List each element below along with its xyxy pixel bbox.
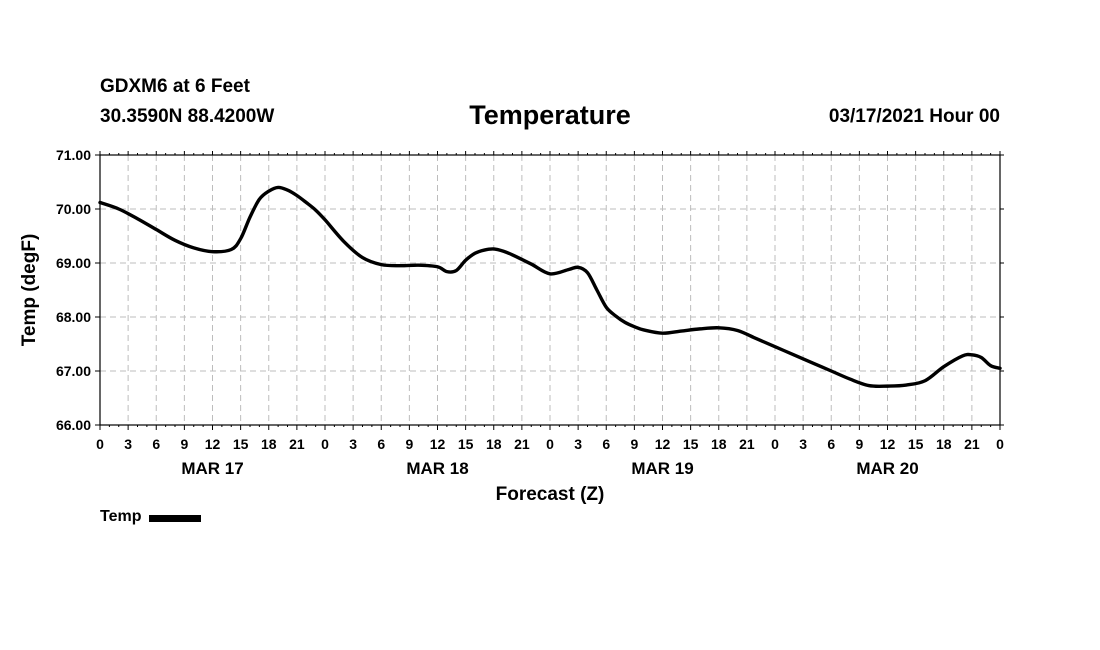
x-tick-label: 12 [430, 436, 446, 452]
y-tick-label: 70.00 [56, 201, 91, 217]
x-tick-label: 6 [377, 436, 385, 452]
coordinates-label: 30.3590N 88.4200W [100, 106, 275, 127]
x-tick-label: 0 [321, 436, 329, 452]
x-tick-label: 9 [405, 436, 413, 452]
y-tick-label: 68.00 [56, 309, 91, 325]
x-tick-label: 18 [486, 436, 502, 452]
x-tick-label: 18 [936, 436, 952, 452]
x-tick-label: 3 [124, 436, 132, 452]
x-tick-label: 0 [771, 436, 779, 452]
x-tick-label: 0 [96, 436, 104, 452]
legend-line-swatch [149, 515, 202, 522]
x-tick-label: 9 [855, 436, 863, 452]
y-tick-label: 69.00 [56, 255, 91, 271]
x-tick-label: 18 [711, 436, 727, 452]
x-tick-label: 18 [261, 436, 277, 452]
date-label: MAR 19 [631, 459, 693, 478]
date-label: MAR 17 [181, 459, 243, 478]
x-tick-label: 21 [964, 436, 980, 452]
x-tick-label: 9 [180, 436, 188, 452]
x-tick-label: 12 [880, 436, 896, 452]
date-labels: MAR 17 MAR 18 MAR 19 MAR 20 [181, 459, 918, 478]
x-tick-label: 0 [996, 436, 1004, 452]
x-tick-label: 9 [630, 436, 638, 452]
x-tick-label: 6 [152, 436, 160, 452]
series-line-temp [98, 185, 1002, 389]
axis-ticks [95, 151, 1004, 430]
chart-title: Temperature [469, 100, 631, 130]
x-tick-label: 3 [349, 436, 357, 452]
y-tick-label: 71.00 [56, 147, 91, 163]
x-tick-labels: 0 3 6 9 12 15 18 21 0 3 6 9 12 15 18 21 0 3 6 9 12 15 18 21 0 3 6 9… [96, 436, 1004, 452]
y-tick-label: 66.00 [56, 417, 91, 433]
station-label: GDXM6 at 6 Feet [100, 76, 250, 97]
x-tick-label: 0 [546, 436, 554, 452]
x-axis-label: Forecast (Z) [496, 484, 605, 505]
date-label: MAR 18 [406, 459, 468, 478]
x-tick-label: 15 [683, 436, 699, 452]
x-tick-label: 21 [289, 436, 305, 452]
legend: Temp [100, 508, 202, 526]
x-tick-label: 3 [799, 436, 807, 452]
x-tick-label: 15 [233, 436, 249, 452]
x-tick-label: 6 [827, 436, 835, 452]
date-label: MAR 20 [856, 459, 918, 478]
x-tick-label: 12 [205, 436, 221, 452]
x-tick-label: 15 [908, 436, 924, 452]
x-tick-label: 12 [655, 436, 671, 452]
x-tick-label: 15 [458, 436, 474, 452]
legend-label: Temp [100, 508, 142, 525]
y-axis-label: Temp (degF) [19, 234, 40, 347]
x-tick-label: 3 [574, 436, 582, 452]
x-tick-label: 21 [739, 436, 755, 452]
x-tick-label: 21 [514, 436, 530, 452]
x-tick-label: 6 [602, 436, 610, 452]
y-tick-label: 67.00 [56, 363, 91, 379]
y-tick-labels: 66.00 67.00 68.00 69.00 70.00 71.00 [56, 147, 91, 433]
forecast-datetime: 03/17/2021 Hour 00 [828, 106, 1000, 127]
grid-lines [100, 155, 1000, 425]
